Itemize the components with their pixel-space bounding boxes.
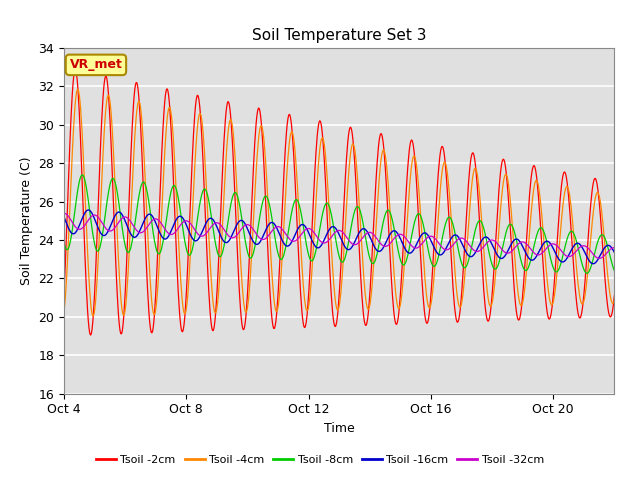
Tsoil -2cm [506,217,514,223]
Tsoil -16cm [84,207,92,213]
Tsoil -4cm [611,298,618,304]
Tsoil -8cm [79,172,86,178]
Tsoil -8cm [81,176,88,181]
Title: Soil Temperature Set 3: Soil Temperature Set 3 [252,28,426,43]
Line: Tsoil -2cm: Tsoil -2cm [64,70,614,335]
Tsoil -32cm [80,224,88,229]
Tsoil -4cm [74,86,82,92]
Tsoil -16cm [190,238,198,243]
Tsoil -16cm [506,245,513,251]
Tsoil -2cm [72,67,79,72]
Tsoil -16cm [80,212,88,218]
Tsoil -2cm [291,174,299,180]
Legend: Tsoil -2cm, Tsoil -4cm, Tsoil -8cm, Tsoil -16cm, Tsoil -32cm: Tsoil -2cm, Tsoil -4cm, Tsoil -8cm, Tsoi… [92,451,548,469]
Tsoil -4cm [262,157,269,163]
Tsoil -4cm [373,205,381,211]
Tsoil -8cm [611,268,618,274]
Tsoil -16cm [372,247,380,253]
Text: VR_met: VR_met [70,59,122,72]
Tsoil -16cm [291,234,298,240]
Tsoil -4cm [506,192,514,198]
Tsoil -32cm [595,255,603,261]
Tsoil -8cm [261,193,269,199]
Tsoil -4cm [81,178,88,183]
Tsoil -8cm [60,240,68,245]
Tsoil -8cm [190,238,198,243]
Tsoil -8cm [506,222,513,228]
Line: Tsoil -4cm: Tsoil -4cm [64,89,614,316]
Tsoil -16cm [60,214,68,220]
Tsoil -32cm [505,250,513,256]
Tsoil -2cm [611,293,618,299]
Tsoil -4cm [291,146,299,152]
Tsoil -32cm [611,245,618,251]
Tsoil -2cm [373,160,381,166]
Tsoil -2cm [191,112,198,118]
Tsoil -2cm [81,239,88,245]
Tsoil -16cm [261,229,269,235]
Line: Tsoil -16cm: Tsoil -16cm [64,210,614,264]
Tsoil -4cm [191,164,198,170]
Tsoil -16cm [589,261,597,266]
Tsoil -2cm [262,196,269,202]
Tsoil -2cm [87,332,95,338]
Line: Tsoil -32cm: Tsoil -32cm [64,213,614,258]
Tsoil -4cm [90,313,97,319]
Tsoil -32cm [290,239,298,244]
Tsoil -16cm [611,250,618,255]
Tsoil -32cm [372,234,380,240]
Tsoil -8cm [291,199,298,205]
Tsoil -8cm [583,270,591,276]
Tsoil -32cm [260,237,268,242]
Tsoil -8cm [372,253,380,259]
Tsoil -32cm [60,210,68,216]
X-axis label: Time: Time [324,422,355,435]
Line: Tsoil -8cm: Tsoil -8cm [64,175,614,273]
Y-axis label: Soil Temperature (C): Soil Temperature (C) [20,156,33,285]
Tsoil -4cm [60,308,68,314]
Tsoil -32cm [189,225,197,230]
Tsoil -2cm [60,291,68,297]
